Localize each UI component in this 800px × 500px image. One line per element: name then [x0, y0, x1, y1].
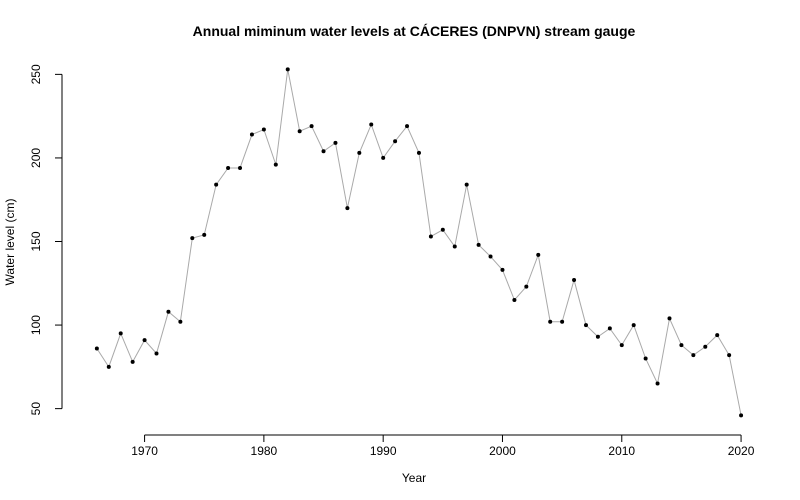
data-point: [631, 323, 636, 328]
y-tick-label: 150: [29, 231, 43, 251]
x-tick-label: 1980: [251, 444, 278, 458]
data-point: [118, 331, 123, 336]
data-point: [190, 236, 195, 241]
x-axis: 1970 1980 1990 2000 2010 2020: [131, 434, 755, 458]
data-point: [583, 323, 588, 328]
data-point: [369, 122, 374, 127]
data-point: [297, 129, 302, 134]
data-point: [226, 165, 231, 170]
data-point: [405, 124, 410, 129]
chart-title: Annual miminum water levels at CÁCERES (…: [193, 23, 636, 39]
data-point: [619, 343, 624, 348]
y-tick-label: 50: [29, 402, 43, 416]
x-axis-label: Year: [402, 471, 426, 485]
data-point: [440, 227, 445, 232]
data-point: [393, 139, 398, 144]
data-point: [321, 149, 326, 154]
data-point: [667, 316, 672, 321]
data-point: [285, 67, 290, 72]
data-point: [273, 162, 278, 167]
data-point: [261, 127, 266, 132]
y-axis: 50 100 150 200 250: [29, 64, 63, 416]
x-tick-label: 1970: [131, 444, 158, 458]
data-point: [500, 267, 505, 272]
series-line: [96, 69, 742, 416]
data-point: [238, 165, 243, 170]
x-tick-label: 2010: [608, 444, 635, 458]
data-point: [727, 353, 732, 358]
data-point: [464, 182, 469, 187]
data-point: [214, 182, 219, 187]
y-tick-label: 200: [29, 148, 43, 168]
data-point: [130, 359, 135, 364]
data-point: [142, 338, 147, 343]
data-point: [106, 364, 111, 369]
data-point: [536, 252, 541, 257]
data-point: [178, 319, 183, 324]
data-point: [166, 309, 171, 314]
data-point: [548, 319, 553, 324]
data-point: [655, 381, 660, 386]
data-point: [416, 150, 421, 155]
data-point: [249, 132, 254, 137]
data-point: [357, 150, 362, 155]
x-tick-label: 2020: [728, 444, 755, 458]
data-point: [595, 334, 600, 339]
data-point: [524, 284, 529, 289]
data-point: [512, 297, 517, 302]
data-point: [679, 343, 684, 348]
data-point: [572, 277, 577, 282]
data-point: [452, 244, 457, 249]
series-water-level: [94, 67, 744, 418]
data-point: [345, 206, 350, 211]
y-tick-label: 250: [29, 64, 43, 84]
data-point: [202, 232, 207, 237]
data-point: [154, 351, 159, 356]
data-point: [428, 234, 433, 239]
data-point: [488, 254, 493, 259]
x-tick-label: 2000: [489, 444, 516, 458]
data-point: [643, 356, 648, 361]
data-point: [560, 319, 565, 324]
data-point: [607, 326, 612, 331]
data-point: [309, 124, 314, 129]
data-point: [739, 413, 744, 418]
data-point: [476, 242, 481, 247]
y-axis-label: Water level (cm): [3, 199, 17, 286]
data-point: [691, 353, 696, 358]
data-point: [715, 333, 720, 338]
data-point: [381, 155, 386, 160]
x-tick-label: 1990: [370, 444, 397, 458]
data-point: [703, 344, 708, 349]
data-point: [94, 346, 99, 351]
y-tick-label: 100: [29, 315, 43, 335]
data-point: [333, 140, 338, 145]
